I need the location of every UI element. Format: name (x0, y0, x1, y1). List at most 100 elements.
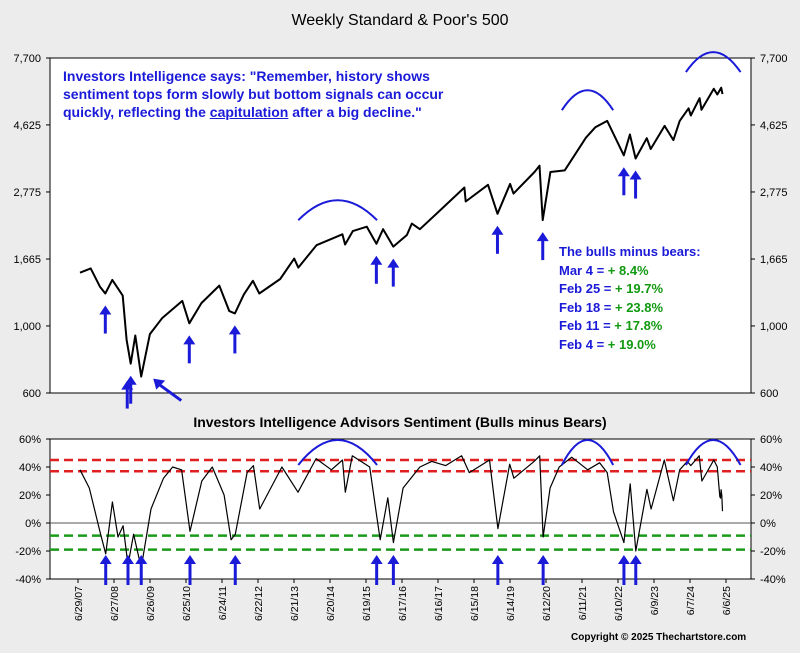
price-up-arrow-head (491, 225, 504, 235)
price-y-tick-right: 4,625 (760, 120, 788, 132)
stat-date: Feb 25 = (559, 281, 615, 296)
quote-underlined-word: capitulation (209, 104, 289, 120)
x-tick-label: 6/9/23 (649, 586, 661, 615)
sentiment-up-arrow-head (229, 555, 242, 564)
stat-row: Mar 4 = + 8.4% (559, 262, 701, 281)
price-y-tick-left: 7,700 (13, 53, 41, 65)
sentiment-up-arrow-head (629, 555, 642, 564)
x-tick-label: 6/20/14 (325, 586, 337, 621)
x-tick-label: 6/6/25 (721, 586, 733, 615)
x-tick-label: 6/16/17 (433, 586, 445, 621)
price-y-tick-left: 1,000 (13, 321, 41, 333)
x-tick-label: 6/12/20 (541, 586, 553, 621)
stat-value: + 19.7% (615, 281, 664, 296)
price-up-arrow-head (617, 167, 630, 177)
stat-date: Feb 11 = (559, 318, 615, 333)
sentiment-y-tick-left: 20% (19, 490, 41, 502)
x-tick-label: 6/15/18 (469, 586, 481, 621)
stat-row: Feb 11 = + 17.8% (559, 317, 701, 336)
stat-value: + 17.8% (614, 318, 663, 333)
stat-date: Mar 4 = (559, 262, 608, 278)
x-tick-label: 6/17/16 (397, 586, 409, 621)
sentiment-up-arrow-head (387, 555, 400, 564)
x-tick-label: 6/25/10 (181, 586, 193, 621)
sentiment-up-arrow-head (135, 555, 148, 564)
sentiment-top-arc (297, 439, 378, 466)
bulls-minus-bears-box: The bulls minus bears: Mar 4 = + 8.4% Fe… (559, 243, 701, 354)
x-tick-label: 6/27/08 (109, 586, 121, 621)
price-top-arc (685, 51, 742, 73)
sentiment-y-tick-right: -20% (760, 546, 786, 558)
sentiment-title: Investors Intelligence Advisors Sentimen… (193, 414, 607, 430)
price-up-arrow-head (121, 380, 134, 390)
x-tick-label: 6/24/11 (217, 586, 229, 620)
price-y-tick-right: 600 (760, 388, 778, 400)
price-y-tick-left: 600 (23, 388, 41, 400)
sentiment-up-arrow-head (491, 555, 504, 564)
stat-value: + 8.4% (607, 262, 649, 278)
x-tick-label: 6/26/09 (145, 586, 157, 621)
stat-date: Feb 18 = (559, 299, 615, 315)
price-up-arrow-head (183, 335, 196, 345)
sentiment-y-tick-right: 60% (760, 434, 782, 446)
sentiment-up-arrow-head (99, 555, 112, 564)
price-diagonal-arrow-shaft (158, 383, 183, 402)
sentiment-y-tick-right: 40% (760, 462, 782, 474)
price-y-tick-right: 1,665 (760, 254, 788, 266)
sentiment-y-tick-left: 60% (19, 434, 41, 446)
bulls-minus-bears-header: The bulls minus bears: (559, 244, 701, 259)
sentiment-plot-area (49, 438, 752, 580)
sentiment-y-tick-left: 40% (19, 462, 41, 474)
price-y-tick-left: 2,775 (13, 187, 41, 199)
price-y-tick-right: 2,775 (760, 187, 788, 199)
sentiment-y-tick-right: 0% (760, 518, 776, 530)
stat-value: + 19.0% (607, 336, 656, 352)
sentiment-top-arc (560, 439, 615, 466)
price-y-tick-right: 7,700 (760, 53, 788, 65)
sp500-price-line (79, 86, 724, 378)
price-diagonal-arrow-head (153, 378, 166, 390)
sentiment-y-tick-right: 20% (760, 490, 782, 502)
price-up-arrow-head (536, 232, 549, 242)
x-tick-label: 6/22/12 (253, 586, 265, 621)
price-top-arc (297, 199, 378, 221)
x-tick-label: 6/10/22 (613, 586, 625, 621)
price-y-tick-right: 1,000 (760, 321, 788, 333)
quote-text-end: after a big decline." (288, 104, 422, 120)
stat-date: Feb 4 = (559, 336, 608, 352)
price-up-arrow-head (370, 255, 383, 265)
x-tick-label: 6/19/15 (361, 586, 373, 621)
price-top-arc (561, 89, 615, 111)
quote-annotation: Investors Intelligence says: "Remember, … (63, 67, 493, 121)
sentiment-top-arc (685, 439, 742, 466)
stat-value: + 23.8% (615, 299, 664, 315)
price-up-arrow-head (387, 258, 400, 268)
x-tick-label: 6/21/13 (289, 586, 301, 621)
sentiment-y-tick-left: -20% (15, 546, 41, 558)
stat-row: Feb 18 = + 23.8% (559, 299, 701, 318)
stat-row: Feb 25 = + 19.7% (559, 280, 701, 299)
price-y-tick-left: 1,665 (13, 254, 41, 266)
price-y-tick-left: 4,625 (13, 120, 41, 132)
sentiment-y-tick-left: -40% (15, 574, 41, 586)
x-tick-label: 6/14/19 (505, 586, 517, 621)
stat-row: Feb 4 = + 19.0% (559, 336, 701, 355)
quote-text-start: Investors Intelligence says: "Remember, … (63, 68, 444, 120)
sentiment-y-tick-left: 0% (25, 518, 41, 530)
sentiment-line (79, 455, 724, 569)
chart-title: Weekly Standard & Poor's 500 (291, 12, 509, 29)
sentiment-up-arrow-head (122, 555, 135, 564)
x-tick-label: 6/7/24 (685, 586, 697, 615)
sentiment-up-arrow-head (184, 555, 197, 564)
price-plot-area (49, 57, 752, 394)
price-up-arrow-head (228, 325, 241, 335)
sentiment-up-arrow-head (537, 555, 550, 564)
sentiment-up-arrow-head (617, 555, 630, 564)
x-tick-label: 6/29/07 (73, 586, 85, 621)
price-up-arrow-head (629, 170, 642, 180)
copyright: Copyright © 2025 Thechartstore.com (571, 632, 747, 643)
x-tick-label: 6/11/21 (577, 586, 589, 620)
sentiment-y-tick-right: -40% (760, 574, 786, 586)
price-up-arrow-head (99, 305, 112, 315)
